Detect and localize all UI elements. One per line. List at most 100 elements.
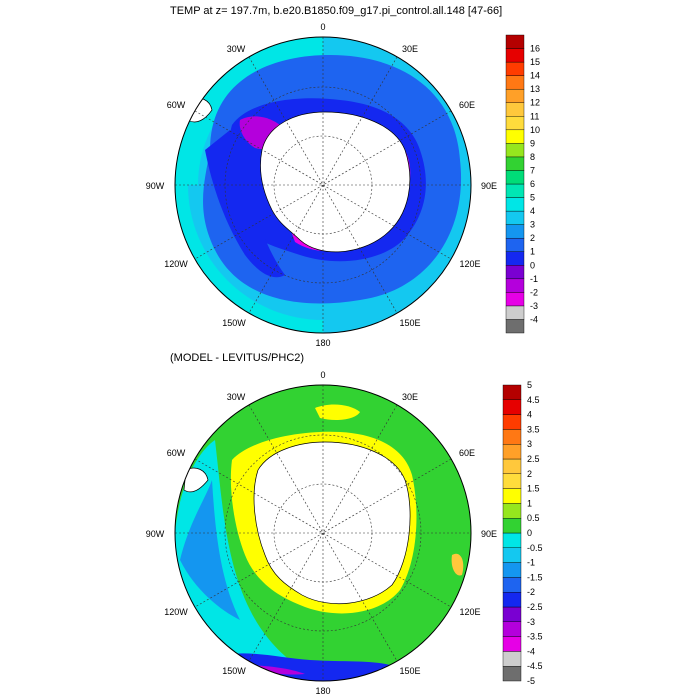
colorbar-swatch: [502, 503, 522, 519]
colorbar-swatch: [502, 444, 522, 460]
colorbar-label: -3.5: [527, 632, 543, 642]
lon-label: 150W: [222, 318, 246, 328]
colorbar-swatch: [505, 143, 525, 158]
colorbar-label: 1.5: [527, 484, 540, 494]
temperature-band: [175, 185, 323, 333]
colorbar-swatch: [502, 488, 522, 504]
colorbar-swatch: [502, 458, 522, 475]
colorbar-swatch: [502, 518, 522, 534]
lon-label: 150E: [399, 666, 420, 676]
anomaly-band: [451, 553, 464, 576]
colorbar-label: -4: [527, 646, 535, 656]
colorbar-label: 0: [530, 260, 535, 270]
colorbar-swatch: [505, 102, 525, 117]
lon-label: 60E: [459, 448, 475, 458]
colorbar-label: 12: [530, 98, 540, 108]
longitude-lines: [175, 37, 471, 333]
colorbar-anomaly: -5 -4.5 -4 -3.5 -3 -2.5 -2 -1.5 -1 -0.5 0 0.5 1 1.5 2 2…: [502, 380, 543, 686]
lon-label: 120W: [164, 259, 188, 269]
colorbar-label: 16: [530, 44, 540, 54]
colorbar-swatch: [502, 592, 522, 608]
colorbar-swatch: [505, 292, 525, 307]
south-america-landmass: [183, 467, 209, 493]
colorbar-swatch: [505, 156, 525, 171]
colorbar-swatch: [505, 265, 525, 280]
lon-label: 180: [315, 338, 330, 348]
anomaly-band: [225, 653, 390, 681]
polar-map-temperature: [174, 36, 472, 334]
colorbar-label: 11: [530, 111, 539, 121]
lon-label: 0: [320, 22, 325, 32]
colorbar-swatch: [505, 197, 525, 212]
colorbar-label: -4: [530, 314, 538, 324]
colorbar-swatch: [505, 319, 525, 334]
lon-label: 30W: [227, 44, 246, 54]
colorbar-label: -1: [530, 274, 538, 284]
colorbar-swatch: [502, 399, 522, 415]
colorbar-label: 6: [530, 179, 535, 189]
lon-label: 90E: [481, 529, 497, 539]
colorbar-label: 10: [530, 125, 540, 135]
colorbar-label: -1.5: [527, 572, 543, 582]
colorbar-swatch: [505, 75, 525, 90]
colorbar-swatch: [505, 224, 525, 239]
lon-label: 120E: [459, 607, 480, 617]
colorbar-label: -5: [527, 676, 535, 686]
colorbar-swatch: [505, 251, 525, 266]
colorbar-swatch: [502, 636, 522, 652]
colorbar-label: 4.5: [527, 395, 540, 405]
colorbar-label: 7: [530, 165, 535, 175]
map-border: [174, 36, 472, 334]
colorbar-label: -3: [527, 617, 535, 627]
lon-label: 60W: [167, 100, 186, 110]
colorbar-swatch: [505, 88, 525, 103]
lon-label: 60W: [167, 448, 186, 458]
lon-label: 120E: [459, 259, 480, 269]
anomaly-band: [180, 480, 240, 620]
map-border: [174, 384, 472, 682]
colorbar-label: 8: [530, 152, 535, 162]
colorbar-swatch: [502, 384, 522, 401]
colorbar-swatch: [505, 116, 525, 131]
colorbar-swatch: [505, 129, 525, 144]
colorbar-label: -2.5: [527, 602, 543, 612]
colorbar-swatch: [505, 183, 525, 198]
lon-label: 90W: [146, 529, 165, 539]
colorbar-label: -0.5: [527, 543, 543, 553]
colorbar-label: 2: [530, 233, 535, 243]
colorbar-label: 3: [527, 439, 532, 449]
colorbar-label: 1: [530, 247, 535, 257]
lon-label: 90E: [481, 181, 497, 191]
lon-label: 0: [320, 370, 325, 380]
colorbar-swatch: [502, 621, 522, 637]
colorbar-swatch: [502, 547, 522, 563]
antarctica-landmass: [260, 111, 411, 253]
colorbar-swatch: [502, 606, 522, 623]
colorbar-swatch: [505, 237, 525, 252]
colorbar-label: 2: [527, 469, 532, 479]
colorbar-swatch: [502, 532, 522, 549]
colorbar-swatch: [502, 577, 522, 593]
lon-label: 30E: [402, 44, 418, 54]
colorbar-label: 4: [527, 410, 532, 420]
lon-label: 60E: [459, 100, 475, 110]
colorbar-label: 5: [527, 380, 532, 390]
colorbar-label: 2.5: [527, 454, 540, 464]
colorbar-swatch: [505, 305, 525, 320]
colorbar-label: 9: [530, 138, 535, 148]
colorbar-swatch: [502, 651, 522, 667]
colorbar-swatch: [505, 210, 525, 225]
lon-label: 180: [315, 686, 330, 696]
anomaly-band: [315, 404, 360, 420]
polar-map-anomaly: [174, 384, 472, 682]
colorbar-swatch: [505, 278, 525, 293]
colorbar-label: 3: [530, 220, 535, 230]
colorbar-swatch: [502, 562, 522, 578]
colorbar-label: -2: [530, 287, 538, 297]
colorbar-label: 1: [527, 498, 532, 508]
colorbar-label: -4.5: [527, 661, 543, 671]
colorbar-label: -1: [527, 558, 535, 568]
colorbar-label: 4: [530, 206, 535, 216]
